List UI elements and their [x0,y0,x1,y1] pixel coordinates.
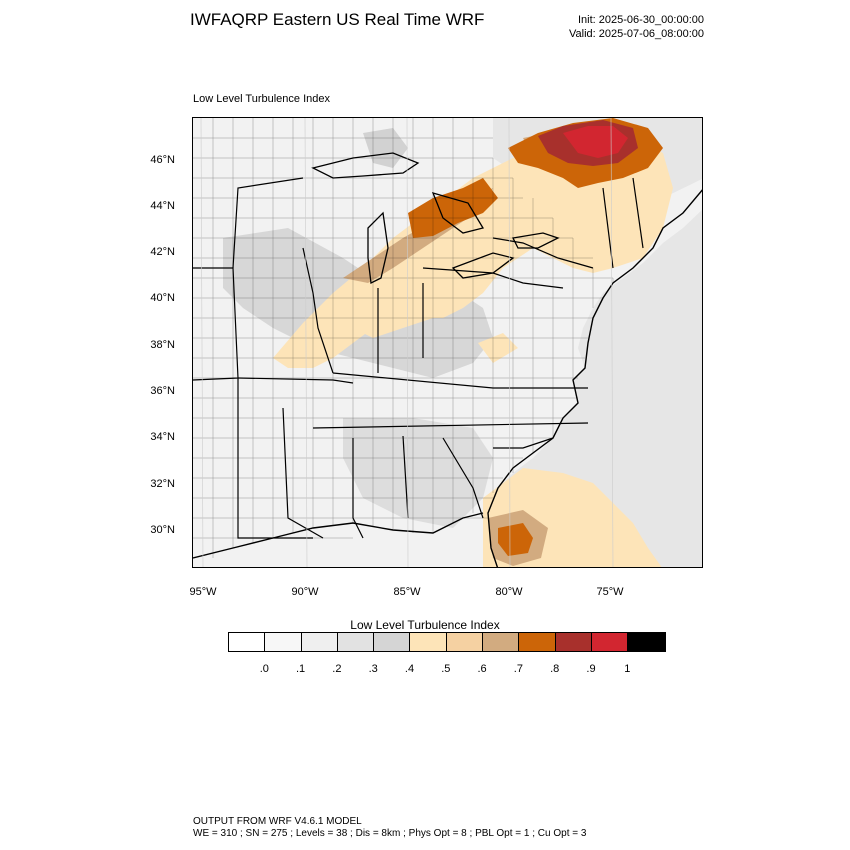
colorbar-tick-label: 1 [624,663,631,675]
plot-title: IWFAQRP Eastern US Real Time WRF [190,10,485,29]
county-grid [193,118,614,558]
colorbar-swatch [446,633,484,651]
colorbar-tick-label: .5 [441,663,451,675]
colorbar-tick-label: .0 [259,663,269,675]
colorbar [228,632,666,652]
init-time: Init: 2025-06-30_00:00:00 [578,14,704,26]
footer-line-2: WE = 310 ; SN = 275 ; Levels = 38 ; Dis … [193,828,587,839]
coastline [487,189,702,567]
model-info: OUTPUT FROM WRF V4.6.1 MODEL WE = 310 ; … [193,816,586,840]
colorbar-tick-label: .9 [586,663,596,675]
lat-label: 32°N [150,478,175,490]
lat-label: 30°N [150,524,175,536]
lat-label: 46°N [150,154,175,166]
colorbar-swatch [628,633,665,651]
colorbar-swatch [265,633,302,651]
colorbar-tick-label: .3 [368,663,378,675]
map-panel [192,117,703,568]
colorbar-tick-label: .6 [477,663,487,675]
lat-label: 40°N [150,292,175,304]
lat-label: 44°N [150,200,175,212]
footer-line-1: OUTPUT FROM WRF V4.6.1 MODEL [193,816,362,827]
colorbar-swatch [591,633,629,651]
colorbar-swatch [229,633,266,651]
time-info: Init: 2025-06-30_00:00:00 Valid: 2025-07… [569,13,704,41]
colorbar-tick-label: .4 [404,663,415,675]
colorbar-swatch [410,633,447,651]
lon-label: 85°W [393,586,421,598]
gray-band-south [343,418,493,528]
colorbar-swatch [555,633,592,651]
colorbar-tick-label: .8 [550,663,560,675]
lat-label: 34°N [150,431,175,443]
lat-label: 36°N [150,385,175,397]
colorbar-swatch [483,633,520,651]
graticule [200,118,614,567]
lon-label: 95°W [189,586,217,598]
lat-label: 38°N [150,339,175,351]
colorbar-title: Low Level Turbulence Index [350,618,500,632]
colorbar-tick-label: .2 [332,663,342,675]
lat-label: 42°N [150,246,175,258]
turbulence-map [193,118,702,567]
colorbar-swatch [301,633,338,651]
field-label: Low Level Turbulence Index [193,93,330,105]
red-core [563,126,628,158]
colorbar-tick-label: .7 [513,663,523,675]
lon-label: 75°W [596,586,624,598]
orange-florida [498,523,533,556]
colorbar-tick-label: .1 [296,663,306,675]
lon-label: 90°W [291,586,319,598]
peach-band-va [478,333,518,363]
colorbar-swatch [374,633,411,651]
colorbar-labels: .0 .1 .2 .3 .4 .5 .6 .7 .8 .9 1 [0,663,850,677]
lon-label: 80°W [495,586,523,598]
colorbar-swatch [337,633,375,651]
valid-time: Valid: 2025-07-06_08:00:00 [569,28,704,40]
colorbar-swatch [519,633,556,651]
